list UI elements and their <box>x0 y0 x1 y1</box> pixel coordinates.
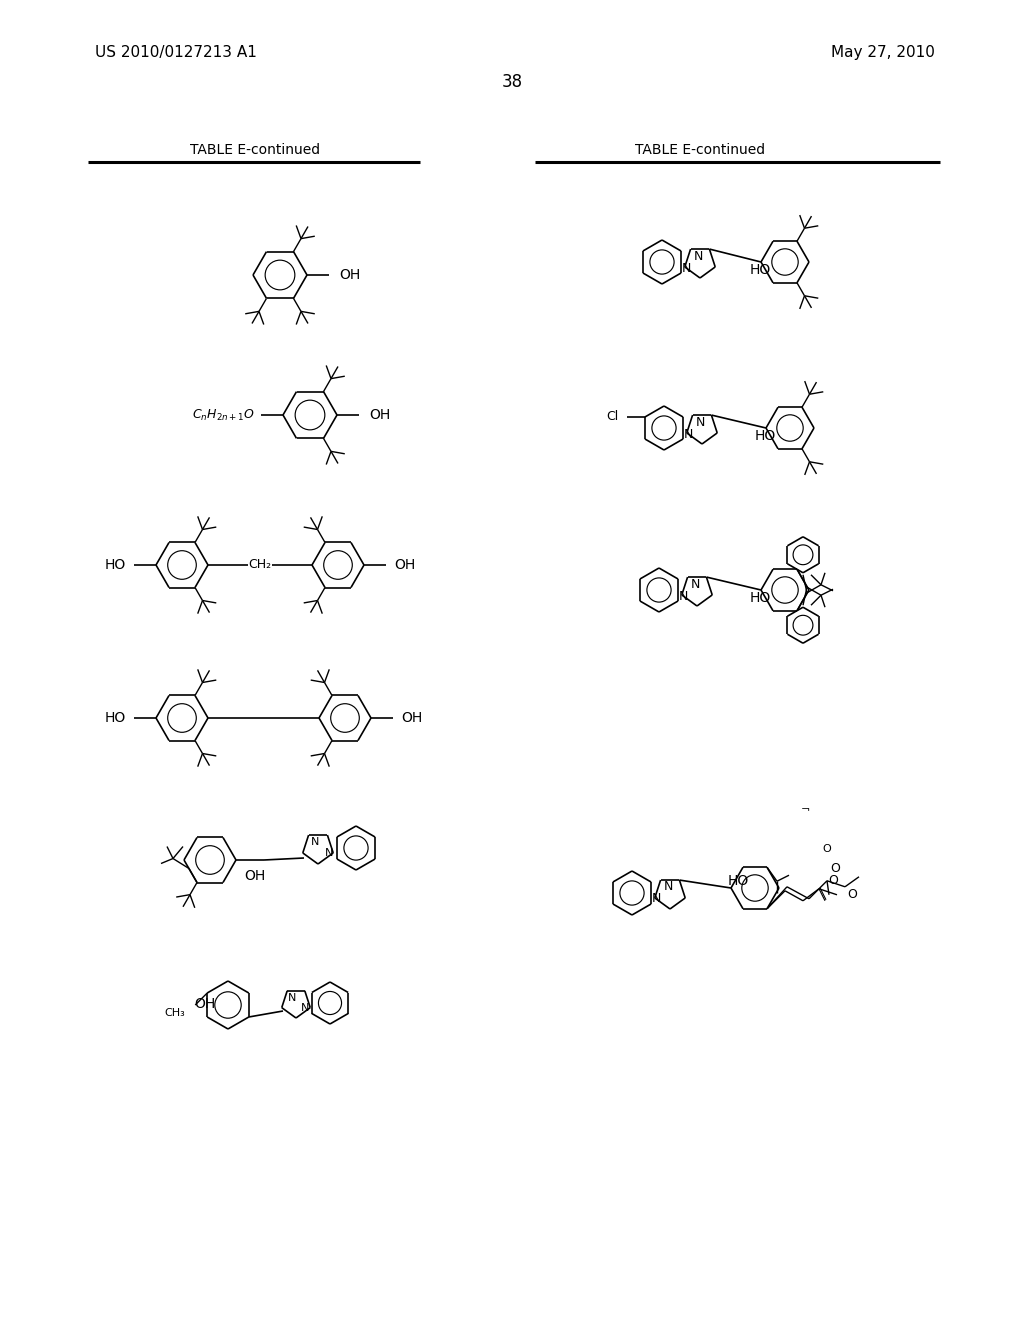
Text: HO: HO <box>727 874 749 888</box>
Text: N: N <box>301 1003 309 1012</box>
Text: N: N <box>651 892 660 906</box>
Text: TABLE E-continued: TABLE E-continued <box>635 143 765 157</box>
Text: US 2010/0127213 A1: US 2010/0127213 A1 <box>95 45 257 59</box>
Text: OH: OH <box>195 997 216 1011</box>
Text: N: N <box>664 880 673 894</box>
Text: N: N <box>311 837 319 847</box>
Text: N: N <box>690 578 699 590</box>
Text: Cl: Cl <box>606 411 618 424</box>
Text: TABLE E-continued: TABLE E-continued <box>189 143 321 157</box>
Text: N: N <box>695 416 705 429</box>
Text: N: N <box>681 261 690 275</box>
Text: HO: HO <box>104 711 126 725</box>
Text: 38: 38 <box>502 73 522 91</box>
Text: OH: OH <box>244 869 265 883</box>
Text: N: N <box>683 428 692 441</box>
Text: N: N <box>678 590 688 602</box>
Text: HO: HO <box>104 558 126 572</box>
Text: HO: HO <box>750 263 771 277</box>
Text: O: O <box>847 888 857 902</box>
Text: N: N <box>325 847 333 858</box>
Text: O: O <box>822 843 831 854</box>
Text: N: N <box>693 249 702 263</box>
Text: OH: OH <box>401 711 422 725</box>
Text: O: O <box>828 874 838 887</box>
Text: N: N <box>288 993 296 1003</box>
Text: O: O <box>830 862 840 875</box>
Text: $C_nH_{2n+1}O$: $C_nH_{2n+1}O$ <box>191 408 255 422</box>
Text: HO: HO <box>750 591 771 605</box>
Text: OH: OH <box>394 558 416 572</box>
Text: May 27, 2010: May 27, 2010 <box>831 45 935 59</box>
Text: OH: OH <box>339 268 360 282</box>
Text: OH: OH <box>369 408 390 422</box>
Text: HO: HO <box>755 429 776 442</box>
Text: $\neg$: $\neg$ <box>800 803 810 813</box>
Text: CH₃: CH₃ <box>165 1008 185 1018</box>
Text: CH₂: CH₂ <box>249 558 271 572</box>
